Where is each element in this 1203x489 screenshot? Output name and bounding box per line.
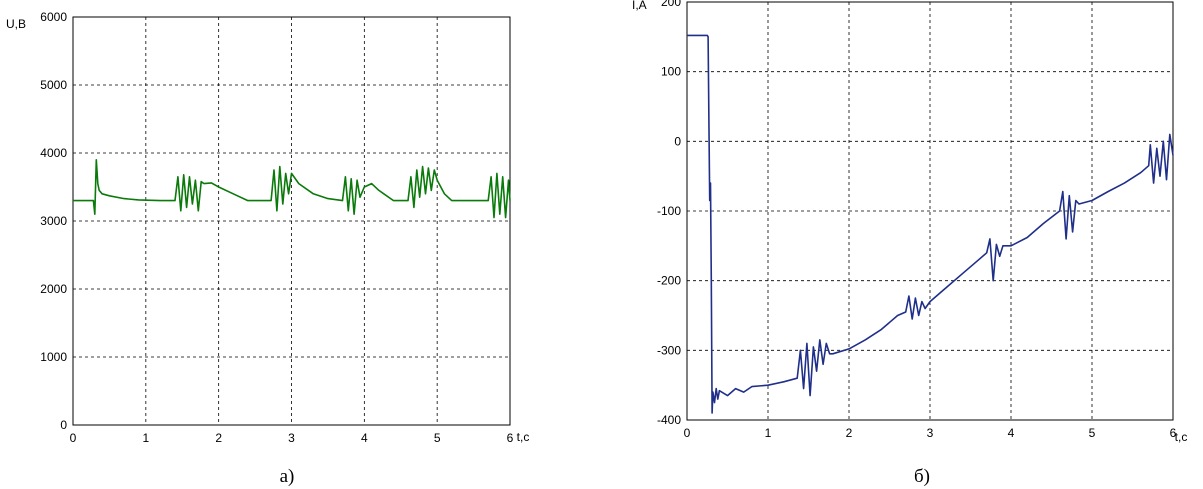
plot-frame xyxy=(72,16,511,426)
y-tick-label: -300 xyxy=(657,343,681,357)
y-axis-label: I,A xyxy=(632,0,647,12)
x-axis-label: t,c xyxy=(517,430,530,444)
y-axis-label: U,B xyxy=(6,17,26,31)
x-tick-label: 5 xyxy=(434,431,441,445)
y-tick-label: 3000 xyxy=(40,214,67,228)
x-tick-label: 4 xyxy=(1008,426,1015,440)
x-tick-label: 6 xyxy=(507,431,514,445)
x-tick-label: 3 xyxy=(927,426,934,440)
x-tick-label: 2 xyxy=(846,426,853,440)
x-tick-label: 1 xyxy=(765,426,772,440)
x-tick-label: 4 xyxy=(361,431,368,445)
chart-caption: б) xyxy=(914,466,930,487)
y-tick-label: -100 xyxy=(657,204,681,218)
y-tick-label: -200 xyxy=(657,274,681,288)
x-tick-label: 1 xyxy=(142,431,149,445)
y-tick-label: 1000 xyxy=(40,350,67,364)
y-tick-label: 5000 xyxy=(40,78,67,92)
series-line xyxy=(73,159,511,219)
chart-a: 0 1 2 3 4 5 6 0 1000 2000 3000 4000 5000 6000 U,B t,c а) xyxy=(6,10,529,487)
x-tick-label: 6 xyxy=(1170,426,1177,440)
x-axis-label: t,c xyxy=(1175,430,1188,444)
y-tick-label: 2000 xyxy=(40,282,67,296)
y-tick-label: 4000 xyxy=(40,146,67,160)
chart-b: 0 1 2 3 4 5 6 -400 -300 -200 -100 0 100 200 I,A t,c б) xyxy=(632,0,1187,487)
y-tick-label: -400 xyxy=(657,413,681,427)
y-tick-label: 0 xyxy=(674,134,681,148)
y-tick-label: 6000 xyxy=(40,10,67,24)
y-tick-label: 0 xyxy=(60,418,67,432)
x-tick-label: 0 xyxy=(70,431,77,445)
x-tick-label: 3 xyxy=(288,431,295,445)
y-tick-label: 100 xyxy=(661,65,681,79)
x-tick-label: 5 xyxy=(1089,426,1096,440)
chart-caption: а) xyxy=(280,466,295,487)
x-tick-label: 2 xyxy=(215,431,222,445)
y-tick-label: 200 xyxy=(661,0,681,9)
plot-frame xyxy=(686,1,1174,421)
series-line xyxy=(687,34,1174,414)
x-tick-label: 0 xyxy=(684,426,691,440)
